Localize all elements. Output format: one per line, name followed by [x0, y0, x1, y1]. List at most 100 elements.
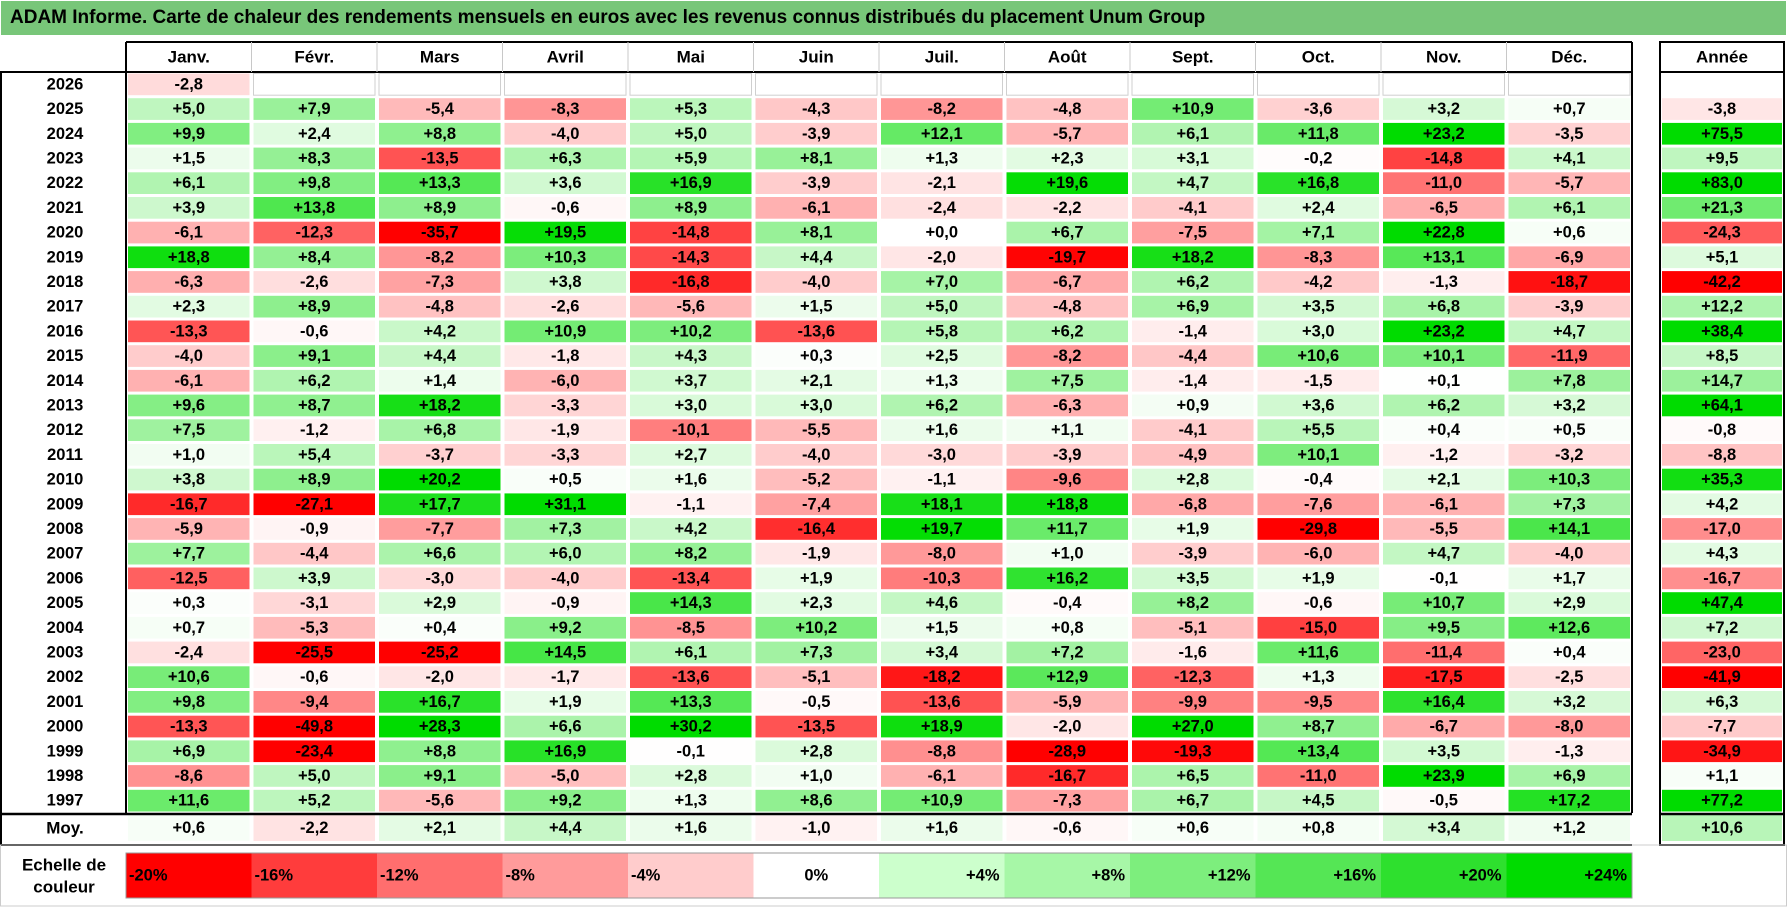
cell-value: -12,5 [170, 569, 208, 587]
heatmap-cell [755, 345, 877, 367]
average-value: -1,0 [802, 819, 830, 837]
heatmap-cell [881, 518, 1003, 540]
cell-value: +3,5 [1176, 569, 1209, 587]
heatmap-cell [1257, 691, 1379, 713]
heatmap-cell [128, 715, 250, 738]
heatmap-cell [630, 122, 752, 145]
heatmap-cell [1257, 295, 1379, 318]
heatmap-cell [504, 295, 626, 318]
heatmap-cell [379, 271, 501, 293]
heatmap-cell [1383, 666, 1505, 688]
heatmap-cell [1257, 542, 1379, 565]
cell-value: -5,9 [175, 520, 203, 538]
heatmap-cell [253, 345, 375, 367]
heatmap-cell [1257, 419, 1379, 441]
cell-value: +2,5 [925, 347, 958, 365]
cell-value: +12,1 [921, 125, 963, 143]
heatmap-cell [881, 444, 1003, 466]
heatmap-cell [881, 715, 1003, 738]
heatmap-cell [630, 320, 752, 343]
heatmap-cell [504, 345, 626, 367]
annual-value: -3,8 [1708, 100, 1736, 118]
cell-value: +3,1 [1176, 149, 1209, 167]
heatmap-cell [128, 740, 250, 763]
cell-value: -5,9 [1053, 693, 1081, 711]
heatmap-cell [1132, 691, 1254, 713]
heatmap-cell [253, 320, 375, 343]
cell-value: +1,3 [1302, 668, 1335, 686]
heatmap-cell [1508, 666, 1630, 688]
cell-value: -1,1 [928, 471, 956, 489]
heatmap-cell [1132, 122, 1254, 145]
heatmap-cell [881, 295, 1003, 318]
heatmap-cell [1257, 468, 1379, 491]
year-label: 2026 [47, 75, 84, 93]
heatmap-cell [630, 493, 752, 516]
heatmap-cell [1257, 122, 1379, 145]
heatmap-cell [504, 567, 626, 590]
heatmap-cell [1383, 98, 1505, 120]
cell-value: -19,3 [1174, 742, 1212, 760]
heatmap-cell [1257, 320, 1379, 343]
heatmap-cell [379, 789, 501, 812]
cell-value: +16,4 [1423, 693, 1466, 711]
heatmap-cell [1132, 197, 1254, 219]
annual-value: +9,5 [1706, 149, 1739, 167]
cell-value: -8,0 [1555, 718, 1583, 736]
heatmap-cell [1257, 394, 1379, 417]
annual-value: -42,2 [1703, 273, 1741, 291]
cell-value: -19,7 [1048, 248, 1086, 266]
annual-cell [1662, 468, 1782, 491]
cell-value: -5,7 [1053, 125, 1081, 143]
annual-cell [1662, 147, 1782, 170]
cell-value: -3,9 [1179, 545, 1207, 563]
cell-value: -11,9 [1551, 347, 1588, 365]
cell-value: +1,9 [800, 569, 833, 587]
heatmap-cell [630, 715, 752, 738]
heatmap-cell [881, 468, 1003, 491]
cell-value: -6,1 [175, 224, 203, 242]
cell-value: +9,2 [549, 792, 582, 810]
heatmap-cell [253, 691, 375, 713]
scale-swatch [1130, 853, 1256, 898]
cell-value: +9,5 [1427, 619, 1460, 637]
heatmap-cell [1508, 691, 1630, 713]
cell-value: -0,4 [1053, 594, 1082, 612]
cell-value: +19,5 [544, 224, 586, 242]
cell-value: +9,1 [298, 347, 331, 365]
cell-value: +2,4 [298, 125, 331, 143]
cell-value: -1,2 [1430, 446, 1458, 464]
heatmap-cell [504, 691, 626, 713]
scale-value: 0% [804, 867, 828, 885]
scale-swatch [502, 853, 628, 898]
cell-value: +6,2 [298, 372, 331, 390]
heatmap-cell [881, 641, 1003, 664]
average-value: +1,2 [1553, 819, 1586, 837]
cell-value: -4,8 [1053, 298, 1081, 316]
average-value: +1,6 [674, 819, 707, 837]
cell-value: +6,2 [925, 396, 958, 414]
cell-value: +13,3 [419, 174, 461, 192]
cell-value: -0,6 [551, 199, 579, 217]
cell-value: -16,8 [672, 273, 710, 291]
year-label: 2003 [47, 643, 84, 661]
cell-value: +5,0 [298, 767, 331, 785]
heatmap-cell [1508, 641, 1630, 664]
heatmap-cell [630, 394, 752, 417]
cell-value: +0,7 [1553, 100, 1586, 118]
average-cell [1132, 815, 1254, 841]
cell-value: +1,9 [1176, 520, 1209, 538]
heatmap-cell [128, 394, 250, 417]
cell-value: -1,9 [551, 421, 579, 439]
heatmap-cell [379, 493, 501, 516]
year-label: 2014 [47, 372, 85, 390]
average-cell [1508, 815, 1630, 841]
cell-value: -1,1 [677, 495, 705, 513]
cell-value: +10,3 [544, 248, 586, 266]
year-label: 2018 [47, 273, 84, 291]
heatmap-cell [1132, 221, 1254, 244]
annual-value: -8,8 [1708, 446, 1736, 464]
cell-value: -3,9 [802, 125, 830, 143]
cell-value: +7,1 [1302, 224, 1335, 242]
month-header: Mars [420, 48, 460, 67]
